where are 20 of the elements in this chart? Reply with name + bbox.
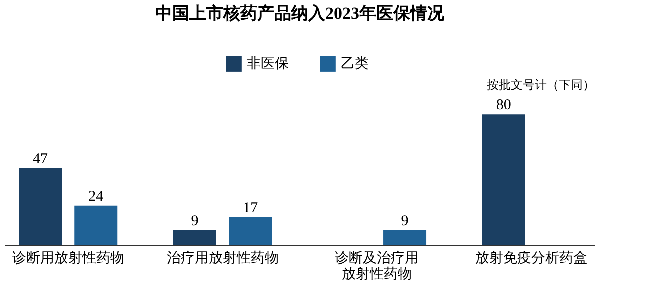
legend-label: 非医保 bbox=[247, 56, 289, 72]
x-tick-label: 治疗用放射性药物 bbox=[166, 250, 279, 266]
data-label: 24 bbox=[88, 188, 104, 205]
bar bbox=[19, 168, 62, 245]
bar bbox=[229, 217, 272, 245]
text: 按批文号计（下同） bbox=[487, 78, 595, 92]
data-label: 9 bbox=[401, 213, 409, 230]
legend-label: 乙类 bbox=[341, 56, 369, 72]
x-tick-label: 诊断及治疗用放射性药物 bbox=[335, 250, 420, 282]
bar bbox=[74, 206, 118, 245]
data-label: 80 bbox=[496, 98, 512, 114]
x-tick-label: 诊断用放射性药物 bbox=[12, 250, 124, 266]
data-label: 47 bbox=[33, 151, 49, 168]
bar bbox=[482, 114, 526, 245]
chart-title: 中国上市核药产品纳入2023年医保情况 bbox=[156, 4, 446, 23]
data-label: 17 bbox=[243, 200, 259, 216]
data-label: 9 bbox=[191, 213, 199, 230]
bar bbox=[384, 230, 427, 245]
bar bbox=[173, 230, 216, 245]
x-tick-label: 放射免疫分析药盒 bbox=[476, 250, 588, 266]
